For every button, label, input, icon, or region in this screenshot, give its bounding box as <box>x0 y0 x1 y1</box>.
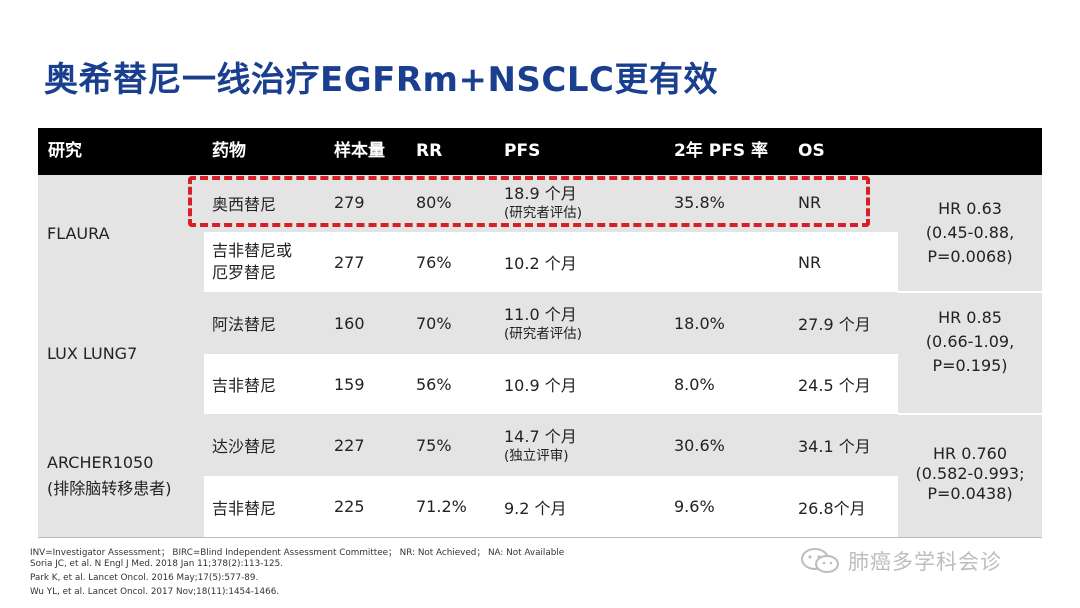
study-lux-lung7: LUX LUNG7 <box>47 343 138 363</box>
header-drug: 药物 <box>212 141 246 161</box>
table-bottom-line <box>38 537 1042 538</box>
highlight-box <box>188 176 870 227</box>
pfs-2y-cell: 9.6% <box>674 497 715 516</box>
watermark-text: 肺癌多学科会诊 <box>848 550 1002 574</box>
pfs-cell: 14.7 个月 (独立评审) <box>504 426 577 464</box>
pfs-cell: 9.2 个月 <box>504 498 567 518</box>
pfs-cell: 18.9 个月 (研究者评估) <box>504 184 583 221</box>
rr-cell: 56% <box>416 374 452 394</box>
rr-cell: 80% <box>416 193 452 212</box>
os-cell: 34.1 个月 <box>798 437 871 456</box>
footnote-reference: Park K, et al. Lancet Oncol. 2016 May;17… <box>30 573 259 583</box>
sample-size-cell: 159 <box>334 374 365 394</box>
header-pfs: PFS <box>504 141 541 161</box>
drug-cell: 吉非替尼 <box>212 498 277 518</box>
header-pfs-2y: 2年 PFS 率 <box>674 141 768 161</box>
os-cell: 26.8个月 <box>798 498 866 518</box>
pfs-cell: 10.9 个月 <box>504 376 577 395</box>
os-cell: NR <box>798 252 822 272</box>
os-cell: 24.5 个月 <box>798 376 871 395</box>
row-divider <box>898 413 1042 415</box>
drug-cell: 达沙替尼 <box>212 437 277 456</box>
sample-size-cell: 279 <box>334 193 365 212</box>
drug-cell: 阿法替尼 <box>212 315 277 334</box>
sample-size-cell: 225 <box>334 497 365 516</box>
row-band-white <box>204 354 898 414</box>
row-band-white <box>204 232 898 292</box>
pfs-2y-cell: 35.8% <box>674 193 725 212</box>
rr-cell: 76% <box>416 252 452 272</box>
header-rr: RR <box>416 141 443 161</box>
page-title: 奥希替尼一线治疗EGFRm+NSCLC更有效 <box>44 60 718 100</box>
footnote-abbreviations: INV=Investigator Assessment； BIRC=Blind … <box>30 548 565 558</box>
hr-archer1050: HR 0.760 (0.582-0.993; P=0.0438) <box>915 444 1025 503</box>
sample-size-cell: 160 <box>334 313 365 333</box>
pfs-2y-cell: 8.0% <box>674 374 715 394</box>
header-os: OS <box>798 141 825 161</box>
watermark: 肺癌多学科会诊 <box>800 548 1002 574</box>
hr-lux-lung7: HR 0.85 (0.66-1.09, P=0.195) <box>925 308 1015 375</box>
rr-cell: 71.2% <box>416 497 467 516</box>
pfs-cell: 11.0 个月 (研究者评估) <box>504 304 583 342</box>
pfs-2y-cell: 18.0% <box>674 313 725 333</box>
wechat-icon <box>801 548 839 573</box>
header-sample-size: 样本量 <box>334 141 385 161</box>
study-archer1050: ARCHER1050 (排除脑转移患者) <box>47 452 172 498</box>
pfs-2y-cell: 30.6% <box>674 435 725 455</box>
drug-cell: 吉非替尼 <box>212 376 277 395</box>
footnote-reference: Soria JC, et al. N Engl J Med. 2018 Jan … <box>30 559 283 569</box>
pfs-cell: 10.2 个月 <box>504 254 577 273</box>
hr-flaura: HR 0.63 (0.45-0.88, P=0.0068) <box>925 199 1015 266</box>
sample-size-cell: 227 <box>334 435 365 455</box>
header-study: 研究 <box>48 141 82 161</box>
footnote-reference: Wu YL, et al. Lancet Oncol. 2017 Nov;18(… <box>30 587 280 597</box>
rr-cell: 75% <box>416 435 452 455</box>
drug-cell: 奥西替尼 <box>212 194 277 214</box>
drug-cell: 吉非替尼或 厄罗替尼 <box>212 241 293 282</box>
os-cell: NR <box>798 193 822 212</box>
rr-cell: 70% <box>416 313 452 333</box>
table-header: 研究 药物 样本量 RR PFS 2年 PFS 率 OS <box>38 128 1042 175</box>
sample-size-cell: 277 <box>334 252 365 272</box>
study-flaura: FLAURA <box>47 224 110 243</box>
os-cell: 27.9 个月 <box>798 315 871 334</box>
row-divider <box>898 291 1042 293</box>
row-band-white <box>204 476 898 537</box>
